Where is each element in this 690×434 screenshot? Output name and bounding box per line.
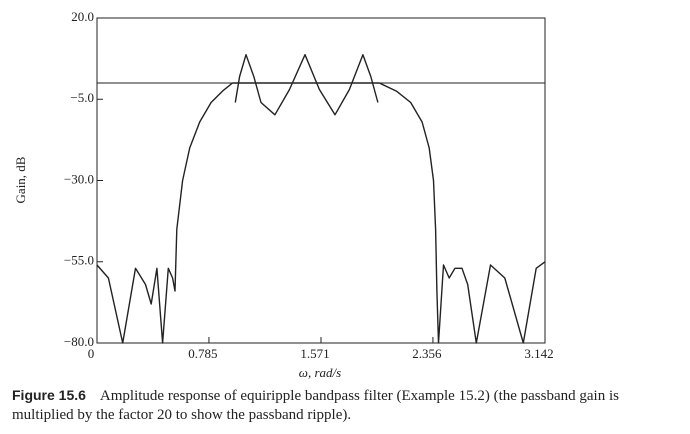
- x-tick-label: 0: [88, 346, 95, 361]
- x-tick-label: 3.142: [524, 346, 553, 361]
- caption-label: Figure 15.6: [12, 387, 86, 403]
- x-tick-label: 2.356: [412, 346, 442, 361]
- y-tick-label: 20.0: [71, 9, 94, 24]
- y-tick-label: −80.0: [64, 334, 94, 349]
- x-axis-label: ω, rad/s: [299, 365, 341, 380]
- chart: Gain, dB ω, rad/s 20.0 −5.0 −30.0 −55.0 −80.…: [13, 9, 554, 380]
- x-tick-label: 1.571: [300, 346, 329, 361]
- caption-text: Amplitude response of equiripple bandpas…: [12, 388, 619, 423]
- caption: Figure 15.6 Amplitude response of equirip…: [12, 386, 684, 425]
- x-tick-label: 0.785: [188, 346, 217, 361]
- response-curve: [234, 54, 379, 116]
- y-tick-label: −55.0: [64, 253, 94, 268]
- plot-frame: [96, 17, 546, 344]
- y-tick-label: −30.0: [64, 171, 94, 186]
- y-tick-label: −5.0: [70, 90, 94, 105]
- response-curve: [96, 82, 546, 344]
- y-axis-label: Gain, dB: [13, 156, 28, 203]
